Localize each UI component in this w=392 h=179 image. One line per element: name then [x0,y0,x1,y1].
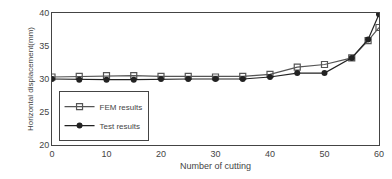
svg-text:30: 30 [210,149,220,159]
svg-text:10: 10 [101,149,111,159]
svg-text:Test results: Test results [100,122,140,131]
svg-text:60: 60 [374,149,384,159]
svg-text:20: 20 [156,149,166,159]
svg-text:35: 35 [39,41,49,51]
svg-text:40: 40 [265,149,275,159]
svg-text:25: 25 [39,107,49,117]
svg-text:30: 30 [39,74,49,84]
svg-text:50: 50 [319,149,329,159]
svg-text:40: 40 [39,8,49,18]
svg-text:20: 20 [39,140,49,150]
svg-text:0: 0 [49,149,54,159]
svg-text:Horizontal displacement(mm): Horizontal displacement(mm) [26,27,35,131]
svg-text:Number of cutting: Number of cutting [180,161,251,171]
svg-text:FEM results: FEM results [100,103,143,112]
